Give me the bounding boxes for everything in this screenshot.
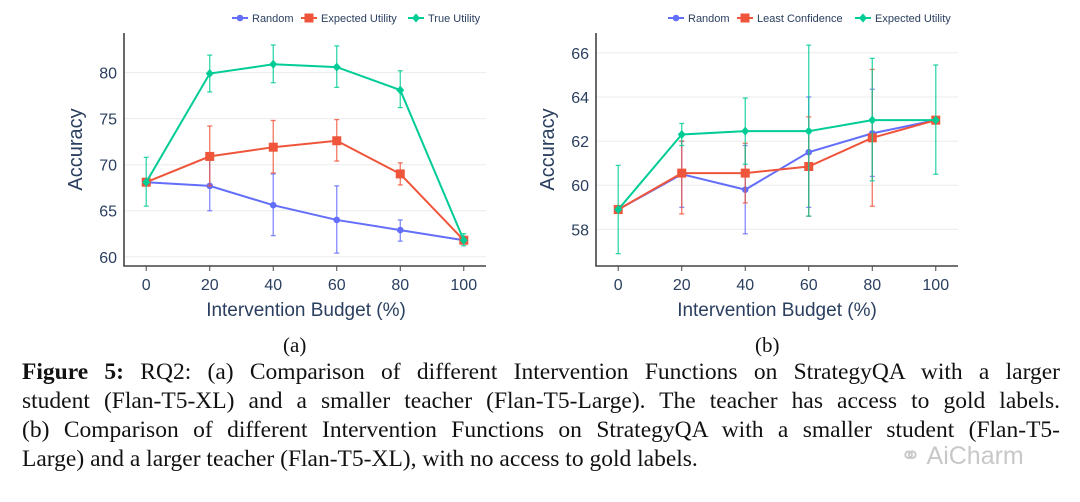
y-tick-label: 60 bbox=[99, 250, 117, 267]
legend-item: Expected Utility bbox=[855, 13, 951, 25]
y-axis-title: Accuracy bbox=[65, 108, 87, 190]
y-tick-label: 80 bbox=[99, 66, 117, 83]
caption-label: Figure 5: bbox=[22, 359, 125, 385]
legend-item: Random bbox=[232, 13, 294, 25]
legend-marker bbox=[859, 13, 867, 23]
subfigure-label-a: (a) bbox=[283, 333, 307, 357]
legend-label: Least Confidence bbox=[757, 13, 843, 25]
legend-label: Expected Utility bbox=[321, 13, 397, 25]
legend-marker bbox=[412, 13, 420, 23]
data-point bbox=[333, 216, 341, 224]
data-point bbox=[268, 142, 278, 152]
legend-label: True Utility bbox=[428, 13, 481, 25]
chart-b: 58 60 62 64 66 0 20 40 60 80 100 Intervention Budge… bbox=[537, 13, 958, 321]
data-point bbox=[740, 168, 750, 178]
series-line bbox=[145, 63, 465, 241]
data-point bbox=[395, 169, 405, 179]
caption-line: (b) Comparison of different Intervention… bbox=[22, 417, 1060, 443]
x-tick-label: 40 bbox=[264, 277, 282, 294]
data-point bbox=[269, 201, 277, 209]
y-tick-label: 62 bbox=[571, 134, 589, 151]
series-line bbox=[145, 139, 465, 241]
data-point bbox=[205, 151, 215, 161]
data-point bbox=[396, 226, 404, 234]
series-line bbox=[617, 119, 937, 211]
series-random bbox=[614, 88, 940, 235]
data-point bbox=[741, 126, 750, 136]
y-tick-label: 60 bbox=[571, 178, 589, 195]
legend-label: Random bbox=[688, 13, 730, 25]
data-point bbox=[868, 115, 877, 125]
y-tick-label: 65 bbox=[99, 204, 117, 221]
x-tick-label: 40 bbox=[736, 277, 754, 294]
caption-text: RQ2: (a) Comparison of different Interve… bbox=[124, 359, 1061, 385]
x-tick-label: 60 bbox=[328, 277, 346, 294]
data-point bbox=[332, 62, 341, 72]
x-tick-label: 0 bbox=[142, 277, 151, 294]
x-tick-label: 0 bbox=[614, 277, 623, 294]
legend-marker bbox=[672, 14, 680, 22]
watermark-logo: ⚭ AiCharm bbox=[900, 442, 1024, 470]
data-point bbox=[804, 126, 813, 136]
y-tick-label: 58 bbox=[571, 222, 589, 239]
figure-caption: Figure 5: RQ2: (a) Comparison of differe… bbox=[22, 358, 1060, 474]
data-point bbox=[205, 69, 214, 79]
legend-marker bbox=[304, 13, 314, 23]
legend-item: Random bbox=[668, 13, 730, 25]
x-axis-title: Intervention Budget (%) bbox=[206, 300, 406, 321]
legend-label: Expected Utility bbox=[875, 13, 951, 25]
legend-marker bbox=[236, 14, 244, 22]
y-tick-label: 64 bbox=[571, 90, 589, 107]
y-tick-label: 70 bbox=[99, 158, 117, 175]
data-point bbox=[677, 168, 687, 178]
caption-line: Figure 5: RQ2: (a) Comparison of differe… bbox=[22, 358, 1060, 387]
series-line bbox=[146, 181, 464, 242]
x-axis-title: Intervention Budget (%) bbox=[677, 300, 877, 321]
y-axis-title: Accuracy bbox=[537, 108, 559, 190]
series-line bbox=[617, 119, 936, 211]
series-true-utility bbox=[142, 44, 468, 247]
caption-line: student (Flan-T5-XL) and a smaller teach… bbox=[22, 388, 1060, 414]
series-least-confidence bbox=[613, 68, 941, 217]
data-point bbox=[142, 177, 151, 187]
x-tick-label: 100 bbox=[450, 277, 477, 294]
chart-a: 60 65 70 75 80 0 20 40 60 80 100 Intervention Budge… bbox=[65, 13, 486, 321]
data-point bbox=[396, 85, 405, 95]
x-tick-label: 100 bbox=[922, 277, 949, 294]
data-point bbox=[931, 115, 940, 125]
watermark-text: AiCharm bbox=[926, 442, 1024, 470]
series-random bbox=[142, 159, 468, 254]
legend-label: Random bbox=[252, 13, 294, 25]
axis-lines bbox=[595, 33, 958, 267]
data-point bbox=[677, 129, 686, 139]
legend-item: Least Confidence bbox=[737, 13, 843, 25]
x-tick-label: 80 bbox=[391, 277, 409, 294]
figure-charts: 60 65 70 75 80 0 20 40 60 80 100 Intervention Budge… bbox=[65, 13, 958, 321]
x-tick-label: 20 bbox=[673, 277, 691, 294]
legend-item: Expected Utility bbox=[301, 13, 397, 25]
series-expected-utility bbox=[614, 44, 940, 255]
caption-line: Large) and a larger teacher (Flan-T5-XL)… bbox=[22, 446, 698, 472]
data-point bbox=[332, 136, 342, 146]
data-point bbox=[269, 59, 278, 69]
data-point bbox=[459, 235, 468, 245]
x-tick-label: 20 bbox=[201, 277, 219, 294]
data-point bbox=[614, 205, 623, 215]
y-tick-label: 75 bbox=[99, 112, 117, 129]
legend-item: True Utility bbox=[408, 13, 481, 25]
series-expected-utility bbox=[141, 118, 469, 245]
x-tick-label: 80 bbox=[863, 277, 881, 294]
y-tick-label: 66 bbox=[571, 46, 589, 63]
axis-lines bbox=[123, 33, 486, 267]
legend-marker bbox=[740, 13, 750, 23]
x-tick-label: 60 bbox=[800, 277, 818, 294]
subfigure-label-b: (b) bbox=[755, 333, 780, 357]
